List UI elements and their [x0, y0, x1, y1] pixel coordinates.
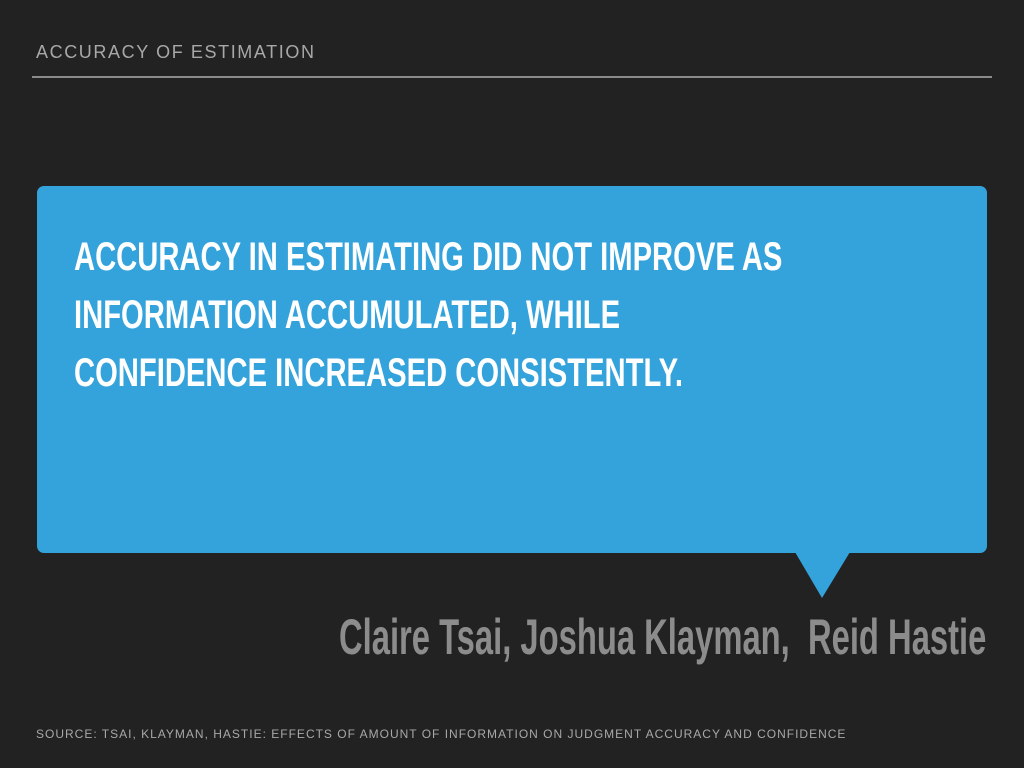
bubble-body [37, 186, 987, 553]
slide-title: ACCURACY OF ESTIMATION [36, 42, 316, 62]
quote-line: CONFIDENCE INCREASED CONSISTENTLY. [74, 351, 683, 395]
title-rule [32, 76, 992, 78]
quote: ACCURACY IN ESTIMATING DID NOT IMPROVE A… [74, 228, 1024, 402]
bubble-tail [795, 552, 850, 598]
source-note: SOURCE: TSAI, KLAYMAN, HASTIE: EFFECTS O… [36, 727, 847, 741]
quote-line: INFORMATION ACCUMULATED, WHILE [74, 293, 621, 337]
attribution: Claire Tsai, Joshua Klayman, Reid Hastie [338, 609, 986, 665]
quote-line: ACCURACY IN ESTIMATING DID NOT IMPROVE A… [74, 235, 783, 279]
